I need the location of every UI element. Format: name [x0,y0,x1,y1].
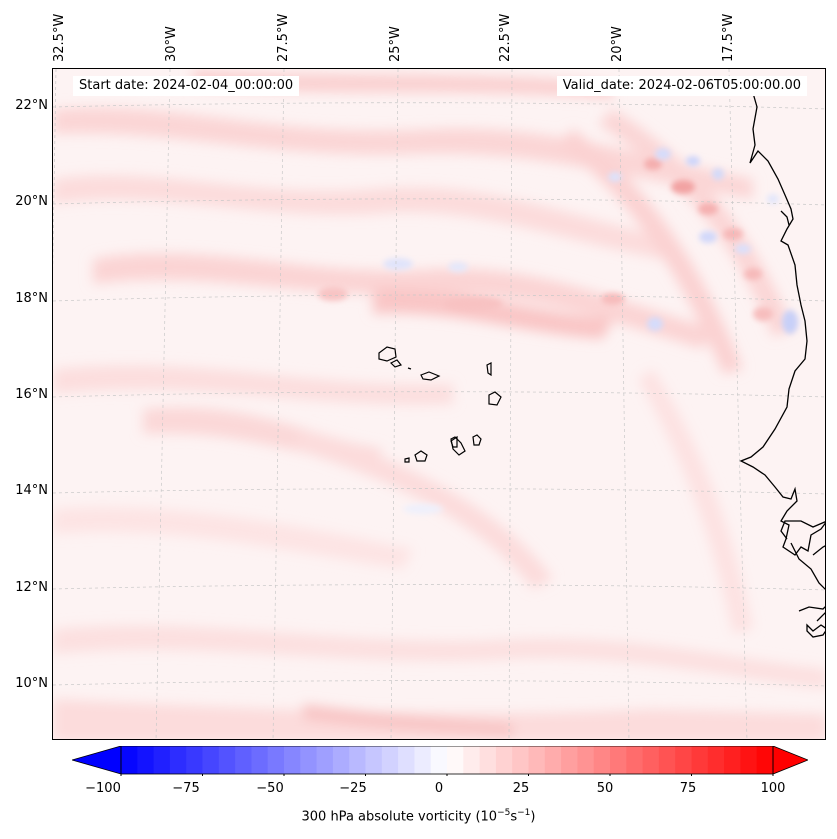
colorbar-cell [675,746,692,774]
colorbar-label-main: 300 hPa absolute vorticity (10 [301,809,498,825]
colorbar-cell [707,746,725,774]
lon-label-20w: 20°W [610,26,625,62]
colorbar-tick-label: 75 [679,781,697,796]
colorbar-cell [593,746,611,774]
colorbar-cell [561,746,578,774]
lon-label-17-5w: 17.5°W [721,13,736,62]
island-sal [486,362,492,377]
colorbar-cell [495,746,513,774]
valid-date-label: Valid_date: 2024-02-06T05:00:00.00 [556,76,807,96]
colorbar-cells [121,746,774,774]
colorbar-cell [365,746,383,774]
island-santo-antao [378,346,397,362]
africa-coastline [739,92,825,638]
colorbar-cell [479,746,497,774]
colorbar-cell [398,746,415,774]
lon-label-30w: 30°W [164,26,179,62]
colorbar-cell [414,746,432,774]
colorbar-cell [381,746,399,774]
colorbar-cell [447,746,464,774]
vorticity-map [53,69,825,739]
colorbar-cell [284,746,301,774]
colorbar-cell [137,746,155,774]
lat-label-16n: 16°N [15,387,48,402]
island-maio-east [472,434,482,446]
colorbar-cell [153,746,171,774]
colorbar-cell [300,746,318,774]
colorbar-label-exp2: −1 [517,808,531,818]
colorbar-cell [235,746,252,774]
colorbar-tick-label: 100 [760,781,786,796]
colorbar-cell [169,746,187,774]
colorbar-cell [610,746,627,774]
colorbar-cell [724,746,741,774]
start-date-label: Start date: 2024-02-04_00:00:00 [73,76,300,96]
colorbar-tick-label: −75 [172,781,200,796]
cape-verde-islands [378,346,502,463]
island-brava [404,457,410,463]
colorbar-cell [121,746,138,774]
colorbar-min-extend [72,746,122,775]
colorbar-label-end: ) [530,809,536,825]
lat-label-14n: 14°N [15,483,48,498]
colorbar-tick-label: −25 [339,781,367,796]
colorbar [72,746,808,776]
colorbar-tick-label: −100 [85,781,121,796]
colorbar-cell [430,746,448,774]
island-sao-nicolau [420,371,441,381]
colorbar-cell [528,746,546,774]
colorbar-cell [626,746,644,774]
lat-label-22n: 22°N [15,98,48,113]
lat-label-20n: 20°N [15,194,48,209]
lon-label-27-5w: 27.5°W [276,13,291,62]
colorbar-cell [577,746,595,774]
negative-vorticity-cells [383,148,798,514]
colorbar-label-mid: s [510,809,518,825]
colorbar-max-extend [772,746,808,775]
lat-label-18n: 18°N [15,291,48,306]
colorbar-cell [332,746,350,774]
colorbar-cell [186,746,203,774]
colorbar-cell [658,746,676,774]
colorbar-cell [316,746,334,774]
colorbar-tick-label: 25 [512,781,530,796]
colorbar-cell [740,746,758,774]
colorbar-tick-label: 50 [596,781,614,796]
island-fogo [414,450,428,462]
lat-label-12n: 12°N [15,580,48,595]
island-boa-vista [488,391,502,406]
island-santiago [450,436,466,456]
colorbar-tick-label: 0 [434,781,444,796]
positive-vorticity-cells [318,158,773,321]
lon-label-22-5w: 22.5°W [498,13,513,62]
island-sao-vicente [389,359,403,368]
colorbar-cell [642,746,660,774]
colorbar-tick-label: −50 [256,781,284,796]
colorbar-cell [218,746,236,774]
colorbar-cell [512,746,529,774]
colorbar-label: 300 hPa absolute vorticity (10−5s−1) [0,808,837,824]
colorbar-label-exp1: −5 [497,808,511,818]
colorbar-cell [349,746,366,774]
map-panel[interactable] [52,68,826,740]
island-santa-luzia [407,367,412,370]
colorbar-cell [756,746,774,774]
colorbar-cell [691,746,709,774]
lat-label-10n: 10°N [15,676,48,691]
colorbar-cell [251,746,269,774]
colorbar-cell [267,746,285,774]
lon-label-32-5w: 32.5°W [52,13,67,62]
graticule [53,69,825,739]
colorbar-cell [544,746,562,774]
colorbar-cell [202,746,220,774]
colorbar-cell [463,746,481,774]
lon-label-25w: 25°W [388,26,403,62]
